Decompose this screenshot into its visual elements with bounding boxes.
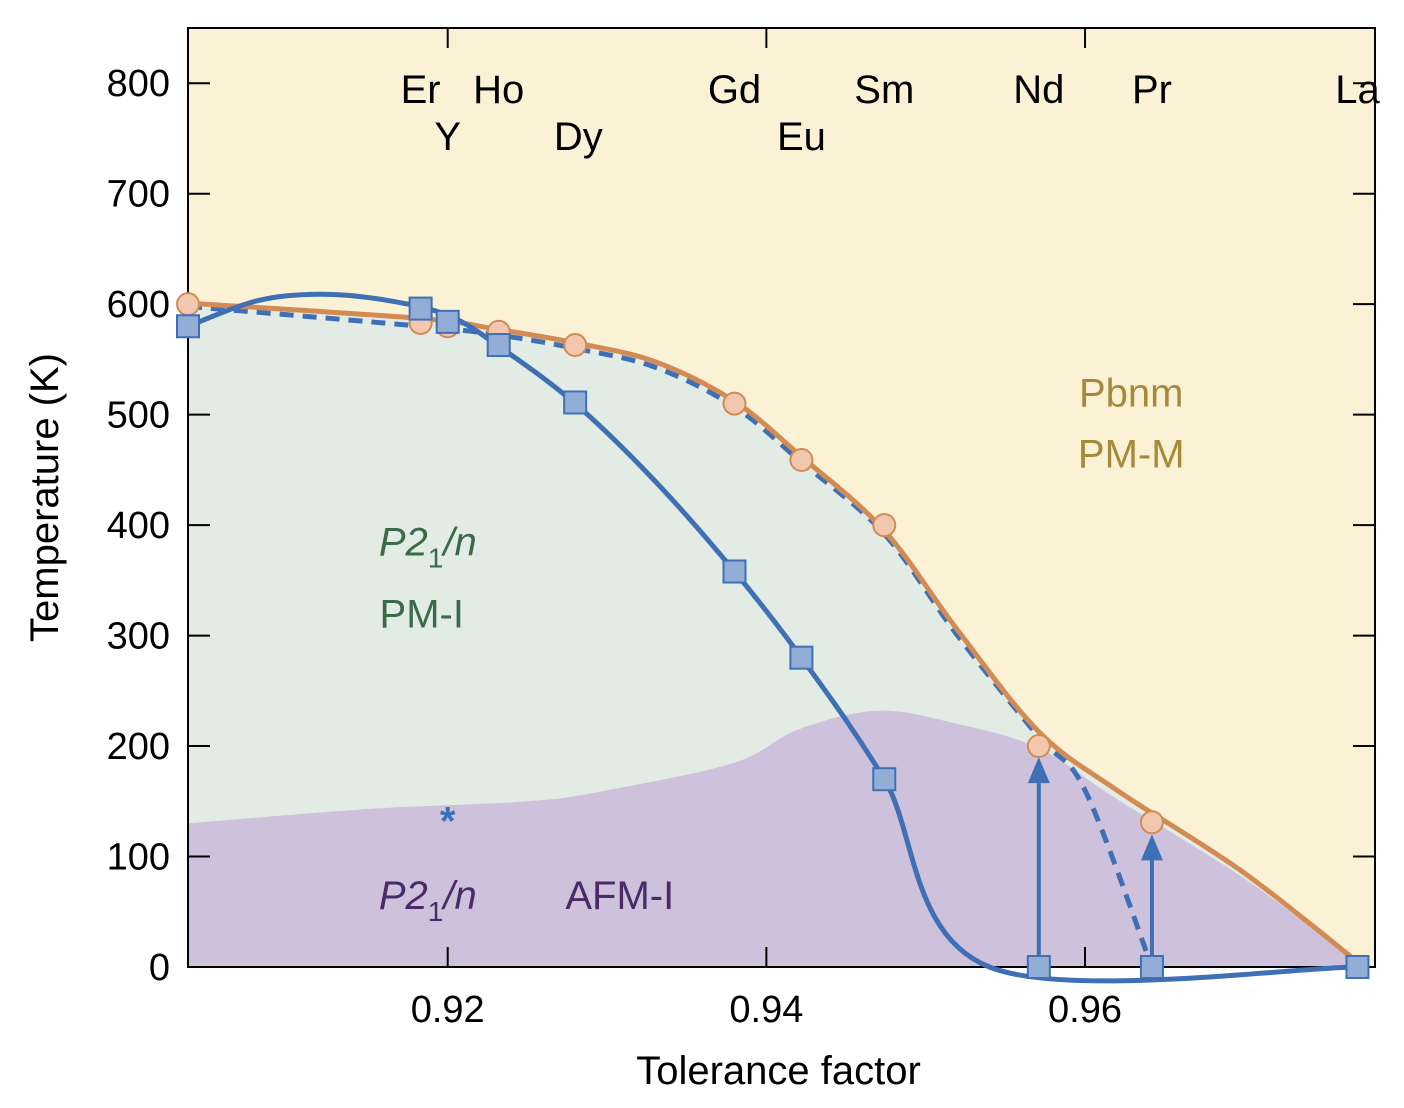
y-tick-label: 300 — [107, 616, 170, 658]
arrows-group — [1027, 757, 1163, 967]
orange-circle-marker — [789, 447, 814, 472]
blue-square-marker — [408, 296, 433, 321]
element-label-nd: Nd — [1013, 68, 1064, 112]
blue-square-marker — [435, 309, 460, 334]
element-label-eu: Eu — [777, 115, 826, 159]
labels-group: Er Ho Gd Sm Nd Pr La Y Dy Eu Pbnm PM-M P21/n PM-I P21/… — [379, 68, 1381, 927]
y-tick-label: 100 — [107, 837, 170, 879]
blue-square-marker — [1345, 955, 1370, 979]
region-label-line2: PM-M — [1078, 432, 1185, 476]
blue-square-marker — [872, 767, 897, 792]
plot-frame — [187, 27, 1376, 968]
x-axis-title: Tolerance factor — [636, 1049, 921, 1093]
orange-circle-marker — [872, 513, 897, 538]
element-label-er: Er — [401, 68, 441, 112]
blue-square-marker — [1026, 955, 1051, 979]
y-tick-label: 700 — [107, 174, 170, 216]
blue-square-marker — [1139, 955, 1164, 979]
x-tick-label: 0.92 — [411, 989, 485, 1031]
orange-circle-marker — [1026, 734, 1051, 759]
region-label-line1: Pbnm — [1079, 372, 1184, 416]
blue-square-marker — [722, 559, 747, 584]
arrow-head — [1027, 757, 1050, 784]
y-axis-title: Temperature (K) — [23, 353, 67, 642]
element-label-y: Y — [434, 115, 461, 159]
blue-square-marker — [486, 333, 511, 358]
magnetic-phase-label: AFM-I — [565, 874, 674, 918]
axis-ticks: 0.92 0.94 0.96 0 100 200 300 400 500 600 700 800 — [107, 28, 1375, 1031]
blue-square-marker — [789, 645, 814, 670]
blue-square-marker — [563, 390, 588, 415]
y-tick-label: 800 — [107, 63, 170, 105]
orange-circle-marker — [722, 391, 747, 416]
blue-solid-curve — [187, 291, 1358, 984]
y-tick-label: 0 — [149, 947, 170, 989]
orange-circle-marker — [563, 333, 588, 358]
markers-group — [176, 292, 1370, 979]
x-tick-label: 0.96 — [1048, 989, 1122, 1031]
element-label-gd: Gd — [708, 68, 761, 112]
blue-square-marker — [176, 314, 200, 339]
y-tick-label: 400 — [107, 505, 170, 547]
space-group-label: P21/n — [379, 521, 477, 574]
annotation-star: * — [440, 799, 456, 843]
orange-circle-marker — [176, 292, 200, 317]
element-label-pr: Pr — [1132, 68, 1172, 112]
element-label-la: La — [1335, 68, 1380, 112]
element-label-ho: Ho — [473, 68, 524, 112]
y-tick-label: 600 — [107, 284, 170, 326]
magnetic-phase-label: PM-I — [380, 592, 464, 636]
y-tick-label: 200 — [107, 726, 170, 768]
arrow-head — [1140, 834, 1163, 861]
element-label-dy: Dy — [554, 115, 603, 159]
element-label-sm: Sm — [854, 68, 914, 112]
space-group-label: P21/n — [379, 874, 477, 927]
x-tick-label: 0.94 — [729, 989, 803, 1031]
orange-circle-marker — [1139, 810, 1164, 835]
y-tick-label: 500 — [107, 395, 170, 437]
